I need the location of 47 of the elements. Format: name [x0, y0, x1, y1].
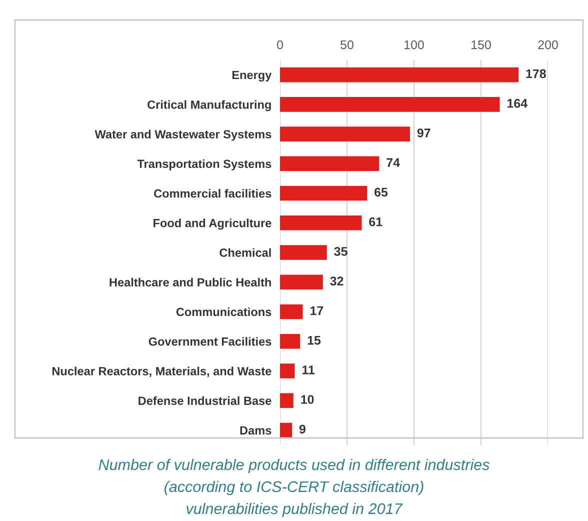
- bar: [280, 245, 327, 260]
- y-tick-label: Commercial facilities: [154, 188, 272, 198]
- data-label: 74: [386, 158, 400, 167]
- y-tick-label: Food and Agriculture: [154, 218, 272, 230]
- y-tick-label: Dams: [240, 426, 272, 435]
- bar: [280, 67, 519, 82]
- bar: [280, 126, 410, 142]
- x-tick-label: 0: [277, 40, 283, 50]
- y-tick-label: Critical Manufacturing: [148, 100, 271, 112]
- data-label: 11: [302, 366, 315, 374]
- y-tick-label: Healthcare and Public Health: [110, 278, 271, 287]
- data-label: 17: [310, 306, 324, 315]
- data-label: 65: [374, 188, 388, 197]
- bar: [280, 215, 362, 230]
- y-tick-label: Nuclear Reactors, Materials, and Waste: [52, 366, 272, 378]
- data-label: 35: [334, 247, 348, 256]
- y-tick-label: Water and Wastewater Systems: [94, 130, 272, 141]
- data-label: 15: [308, 336, 321, 345]
- y-tick-label: Chemical: [220, 248, 271, 257]
- text: (according to ICS-CERT classification): [164, 480, 424, 496]
- y-tick-label: Communications: [176, 307, 272, 316]
- bar: [280, 97, 500, 112]
- y-tick-label: Defense Industrial Base: [138, 396, 272, 405]
- bar: [280, 304, 303, 320]
- bar: [280, 364, 295, 378]
- text: vulnerabilities published in 2017: [186, 502, 403, 518]
- bar: [280, 274, 323, 290]
- x-tick-label: 200: [538, 40, 558, 50]
- bar: [280, 334, 300, 349]
- data-label: 164: [507, 98, 528, 108]
- x-tick-label: 100: [404, 40, 424, 50]
- bar: [280, 156, 380, 172]
- y-tick-label: Transportation Systems: [137, 159, 272, 170]
- data-label: 9: [299, 424, 306, 434]
- x-tick-label: 150: [472, 40, 491, 50]
- bar: [280, 393, 294, 408]
- x-tick-label: 50: [340, 40, 354, 50]
- data-label: 10: [301, 395, 314, 404]
- data-label: 178: [526, 69, 546, 78]
- y-tick-label: Government Facilities: [148, 337, 272, 346]
- bar: [280, 422, 292, 438]
- text: Number of vulnerable products used in different industries: [98, 458, 490, 474]
- data-label: 97: [417, 128, 430, 138]
- data-label: 61: [369, 217, 382, 226]
- data-label: 32: [330, 276, 344, 286]
- y-tick-label: Energy: [232, 70, 272, 82]
- bar: [280, 186, 368, 201]
